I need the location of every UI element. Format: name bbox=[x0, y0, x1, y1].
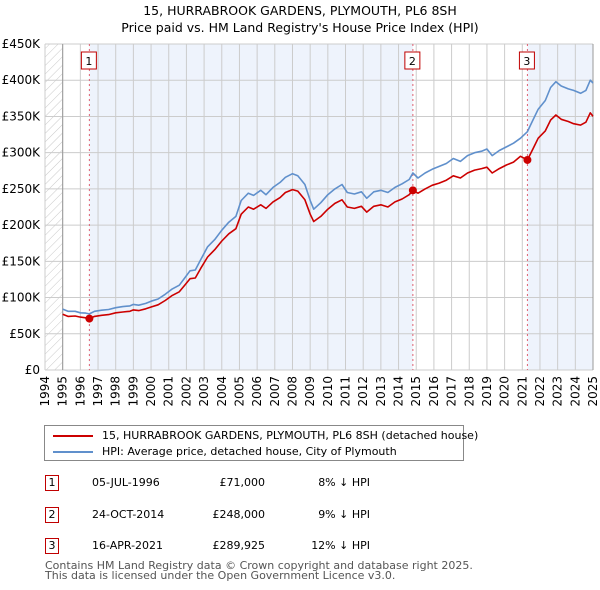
y-tick-label: £50K bbox=[9, 327, 41, 341]
x-tick-label: 2007 bbox=[268, 376, 282, 407]
price-chart: 1 2 3 £0 £50K £100K £150K £200K £250K £300K £350K… bbox=[2, 37, 600, 407]
x-tick-label: 2023 bbox=[551, 376, 565, 407]
x-tick-label: 2010 bbox=[321, 376, 335, 407]
transaction-hpi-diff: 12% ↓ HPI bbox=[311, 539, 370, 552]
x-tick-label: 2000 bbox=[144, 376, 158, 407]
y-tick-label: £350K bbox=[2, 109, 42, 123]
footer-copyright: Contains HM Land Registry data © Crown c… bbox=[45, 559, 473, 572]
legend-label-property: 15, HURRABROOK GARDENS, PLYMOUTH, PL6 8S… bbox=[102, 429, 479, 442]
x-tick-label: 1998 bbox=[109, 376, 123, 407]
footer-licence: This data is licensed under the Open Gov… bbox=[45, 569, 396, 582]
x-tick-label: 2014 bbox=[392, 376, 406, 407]
sale-number-box bbox=[518, 51, 535, 70]
transaction-date: 05-JUL-1996 bbox=[92, 476, 160, 489]
sale-point-marker bbox=[523, 155, 532, 164]
x-tick-label: 2024 bbox=[568, 376, 582, 407]
sale-point-marker bbox=[85, 314, 94, 323]
x-tick-label: 2004 bbox=[215, 376, 229, 407]
sale-point-marker bbox=[408, 186, 417, 195]
x-tick-label: 2025 bbox=[586, 376, 600, 407]
transaction-number-badge: 2 bbox=[45, 507, 59, 523]
x-tick-label: 2013 bbox=[374, 376, 388, 407]
x-tick-label: 2012 bbox=[356, 376, 370, 407]
transaction-date: 24-OCT-2014 bbox=[92, 508, 165, 521]
transaction-price: £71,000 bbox=[219, 476, 266, 489]
y-tick-label: £100K bbox=[2, 291, 42, 305]
x-tick-label: 2018 bbox=[462, 376, 476, 407]
x-tick-label: 1996 bbox=[73, 376, 87, 407]
y-tick-label: £0 bbox=[25, 363, 40, 377]
x-tick-label: 2017 bbox=[445, 376, 459, 407]
transaction-number-badge: 3 bbox=[45, 538, 59, 554]
hatched-no-data-region bbox=[45, 44, 63, 370]
x-tick-label: 2021 bbox=[515, 376, 529, 407]
transaction-price: £248,000 bbox=[212, 508, 266, 521]
legend-swatch-hpi bbox=[53, 451, 93, 453]
footer-attribution: Contains HM Land Registry data © Crown c… bbox=[45, 559, 473, 582]
x-tick-label: 2011 bbox=[339, 376, 353, 407]
x-tick-label: 2015 bbox=[409, 376, 423, 407]
transaction-price: £289,925 bbox=[212, 539, 266, 552]
hpi-line bbox=[62, 79, 594, 315]
x-tick-label: 1999 bbox=[126, 376, 140, 407]
legend-label-hpi: HPI: Average price, detached house, City… bbox=[102, 445, 397, 458]
x-tick-label: 1995 bbox=[56, 376, 70, 407]
shaded-period bbox=[527, 44, 593, 370]
y-tick-label: £150K bbox=[2, 254, 42, 268]
x-tick-label: 2005 bbox=[232, 376, 246, 407]
x-tick-label: 2020 bbox=[498, 376, 512, 407]
chart-legend: 15, HURRABROOK GARDENS, PLYMOUTH, PL6 8S… bbox=[44, 425, 478, 461]
legend-swatch-property bbox=[53, 435, 93, 437]
sale-number-box bbox=[80, 51, 97, 70]
x-tick-label: 2001 bbox=[162, 376, 176, 407]
y-tick-label: £400K bbox=[2, 73, 42, 87]
shaded-period bbox=[89, 44, 413, 370]
y-tick-label: £250K bbox=[2, 182, 42, 196]
x-tick-label: 2002 bbox=[179, 376, 193, 407]
x-tick-label: 2009 bbox=[303, 376, 317, 407]
x-tick-label: 2006 bbox=[250, 376, 264, 407]
transaction-date: 16-APR-2021 bbox=[92, 539, 164, 552]
x-tick-label: 2019 bbox=[480, 376, 494, 407]
property-price-line bbox=[62, 112, 594, 320]
sale-number-label: 1 bbox=[85, 55, 92, 68]
transaction-row: 3 16-APR-2021 £289,925 12% ↓ HPI bbox=[0, 535, 600, 557]
transaction-hpi-diff: 8% ↓ HPI bbox=[318, 476, 370, 489]
transaction-row: 1 05-JUL-1996 £71,000 8% ↓ HPI bbox=[0, 472, 600, 494]
transaction-row: 2 24-OCT-2014 £248,000 9% ↓ HPI bbox=[0, 504, 600, 526]
sale-number-label: 3 bbox=[523, 55, 530, 68]
chart-subtitle: Price paid vs. HM Land Registry's House … bbox=[121, 20, 479, 35]
transaction-number-badge: 1 bbox=[45, 475, 59, 491]
y-tick-label: £300K bbox=[2, 146, 42, 160]
transaction-hpi-diff: 9% ↓ HPI bbox=[318, 508, 370, 521]
x-tick-label: 2022 bbox=[533, 376, 547, 407]
chart-title-address: 15, HURRABROOK GARDENS, PLYMOUTH, PL6 8S… bbox=[143, 3, 457, 18]
y-tick-label: £200K bbox=[2, 218, 42, 232]
sale-number-box bbox=[404, 51, 421, 70]
x-tick-label: 2016 bbox=[427, 376, 441, 407]
x-tick-label: 1997 bbox=[91, 376, 105, 407]
x-tick-label: 1994 bbox=[38, 376, 52, 407]
x-tick-label: 2008 bbox=[285, 376, 299, 407]
x-tick-label: 2003 bbox=[197, 376, 211, 407]
sale-number-label: 2 bbox=[409, 55, 416, 68]
y-tick-label: £450K bbox=[2, 37, 42, 51]
